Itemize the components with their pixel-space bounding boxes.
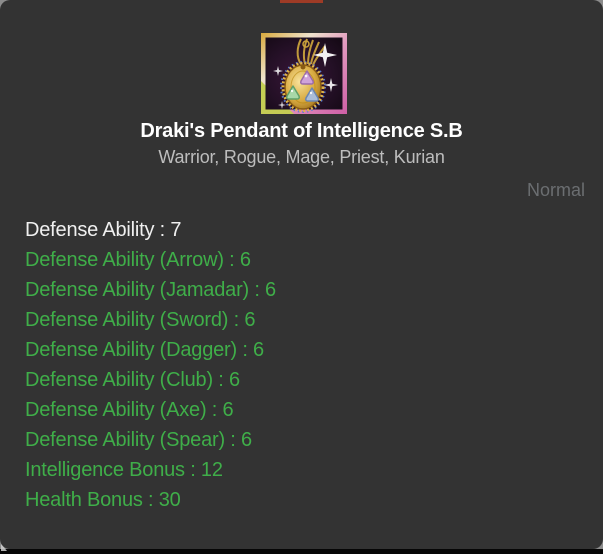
stats-list: Defense Ability : 7 Defense Ability (Arro… [25,215,276,515]
stat-line: Defense Ability (Jamadar) : 6 [25,279,276,301]
mouse-cursor-tip [1,544,7,551]
stat-line: Defense Ability (Sword) : 6 [25,309,256,331]
stat-line: Defense Ability (Spear) : 6 [25,429,252,451]
stat-line: Defense Ability : 7 [25,219,182,241]
stat-line: Defense Ability (Arrow) : 6 [25,249,251,271]
pendant-icon [261,33,347,114]
stat-line: Intelligence Bonus : 12 [25,459,223,481]
stat-line: Defense Ability (Club) : 6 [25,369,240,391]
item-grade-label: Normal [526,180,585,200]
stat-line: Defense Ability (Dagger) : 6 [25,339,264,361]
item-title: Draki's Pendant of Intelligence S.B [140,120,463,142]
stat-line: Defense Ability (Axe) : 6 [25,399,234,421]
stat-line: Health Bonus : 30 [25,489,181,511]
background-red-bar [280,0,323,3]
background-bottom-bar [0,549,603,554]
item-usable-classes: Warrior, Rogue, Mage, Priest, Kurian [158,147,445,167]
